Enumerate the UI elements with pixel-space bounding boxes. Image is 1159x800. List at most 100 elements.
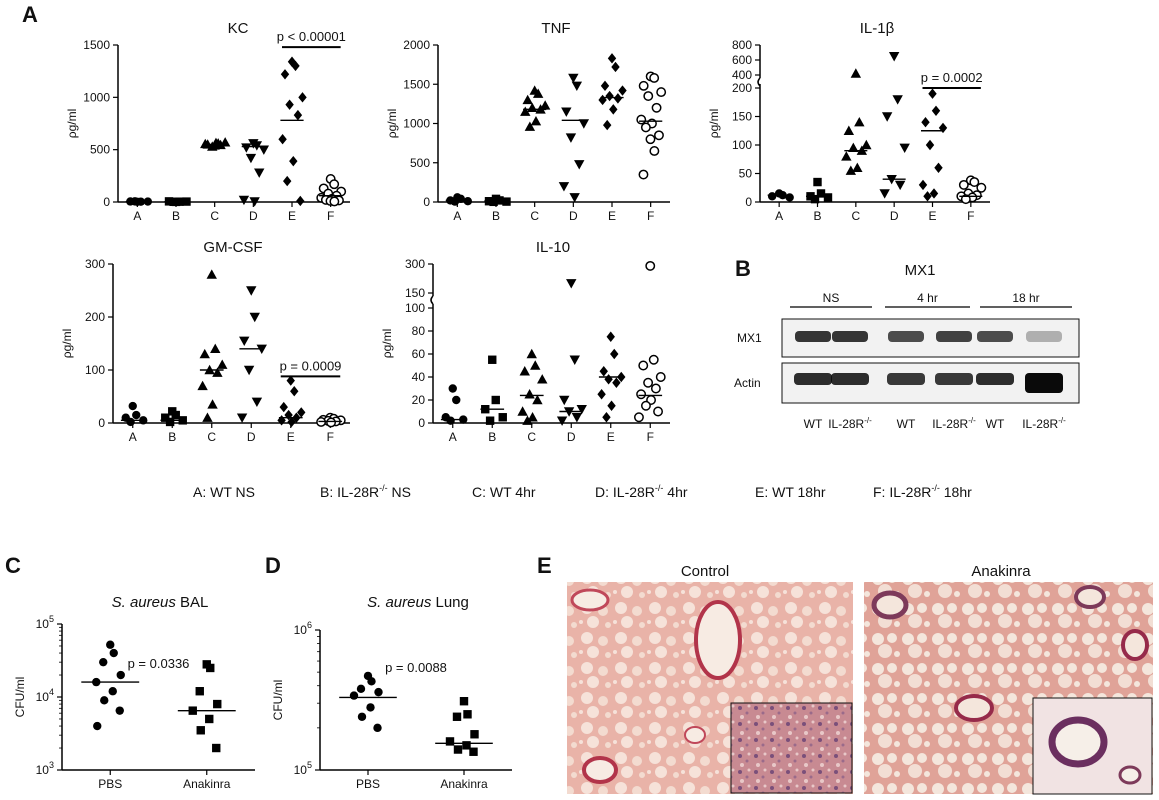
bal-y-label: CFU/ml: [13, 677, 27, 718]
tnf-chart: TNF 0 500 1000 1500 2000 ρg/ml A B C D E F: [385, 20, 670, 223]
il1b-category-label: E: [928, 209, 936, 223]
il1b-point: [850, 68, 862, 78]
tnf-point: [558, 182, 570, 192]
kc-point: [287, 56, 297, 67]
lung-y-label: CFU/ml: [271, 680, 285, 721]
western-blot: MX1 MX1 Actin NS 4 hr 18 hr WT IL-28R-/- WT IL…: [734, 262, 1080, 431]
lung-point: [445, 737, 455, 746]
kc-y-tick-label: 1000: [83, 90, 110, 104]
kc-point: [296, 195, 305, 207]
lung-y-tick-label: 106: [294, 620, 312, 637]
il1b-point: [925, 139, 935, 151]
bal-point: [100, 696, 109, 705]
lung-p-value: p = 0.0088: [385, 660, 447, 675]
tnf-point: [489, 197, 498, 207]
mx1-blot-strip: [781, 318, 1080, 358]
panel-label-d: D: [265, 553, 281, 578]
il1b-category-label: B: [813, 209, 821, 223]
il1b-point: [888, 52, 900, 62]
gmcsf-point: [199, 348, 210, 359]
il1b-point: [881, 112, 893, 122]
il10-point: [569, 355, 580, 365]
bal-point: [99, 657, 108, 667]
bal-point: [205, 714, 214, 724]
gmcsf-category-label: E: [287, 430, 295, 444]
il1b-point: [894, 180, 906, 191]
il10-break-tick-label: 150: [405, 286, 425, 300]
mx1-band: [888, 331, 924, 342]
bal-point: [109, 648, 118, 658]
actin-band: [831, 373, 869, 385]
kc-p-value: p < 0.00001: [277, 29, 346, 44]
kc-point: [278, 134, 287, 145]
gmcsf-point: [126, 417, 135, 427]
il10-point: [446, 416, 455, 425]
il10-point: [610, 348, 619, 360]
tnf-point: [605, 90, 614, 102]
il10-point: [559, 395, 570, 406]
il10-point: [606, 331, 615, 342]
tnf-point: [520, 106, 531, 116]
tnf-point: [645, 134, 656, 145]
gmcsf-point: [128, 401, 137, 411]
kc-category-label: E: [288, 209, 296, 223]
bal-point: [212, 743, 221, 753]
tnf-point: [569, 193, 580, 203]
panel-label-e: E: [537, 553, 552, 578]
kc-point: [245, 153, 257, 164]
row-label-actin: Actin: [734, 376, 761, 390]
tnf-category-label: A: [453, 209, 461, 223]
gmcsf-point: [171, 410, 180, 420]
kc-category-label: C: [210, 209, 219, 223]
tnf-y-tick-label: 1000: [403, 117, 430, 131]
il10-point: [517, 406, 528, 416]
tnf-category-label: E: [608, 209, 616, 223]
il1b-point: [958, 179, 969, 190]
kc-point: [280, 69, 290, 80]
il10-point: [650, 383, 661, 394]
il10-title: IL-10: [536, 239, 570, 256]
panel-label-a: A: [22, 2, 38, 27]
il1b-y-tick-label: 0: [745, 195, 752, 209]
il1b-point: [899, 143, 910, 154]
bal-y-tick-label: 105: [36, 614, 54, 631]
tnf-point: [654, 130, 664, 141]
inset-airway: [1048, 716, 1108, 768]
histology-images: Control Anakinra: [567, 563, 1153, 795]
il10-point: [526, 348, 537, 359]
kc-point: [329, 179, 340, 190]
il-10-chart: IL-10 150 300 0 20 40 60 80 100 ρg/ml A B C D E F: [380, 239, 670, 444]
tnf-point: [649, 73, 660, 83]
gmcsf-point: [210, 343, 221, 353]
tnf-point: [502, 197, 511, 206]
gmcsf-point: [206, 269, 217, 279]
il10-point: [527, 412, 538, 422]
actin-band: [887, 373, 925, 385]
lung-category-label: Anakinra: [440, 777, 488, 791]
kc-point: [329, 196, 340, 207]
lane-label: IL-28R-/-: [932, 416, 976, 431]
group-legend: A: WT NS B: IL-28R-/- NS C: WT 4hr D: IL-28…: [193, 483, 972, 500]
il10-point: [556, 416, 568, 426]
tnf-point: [561, 107, 572, 117]
il1b-y-tick-label: 150: [732, 110, 752, 124]
gmcsf-point: [239, 336, 250, 347]
bal-point: [116, 670, 125, 680]
il10-category-label: D: [567, 430, 576, 444]
legend-item: A: WT NS: [193, 484, 255, 500]
il10-point: [524, 389, 535, 399]
il1b-p-value: p = 0.0002: [921, 70, 983, 85]
gmcsf-point: [161, 413, 170, 422]
il1b-point: [841, 151, 852, 161]
bal-point: [196, 726, 205, 735]
panel-label-b: B: [735, 256, 751, 281]
il1b-category-label: C: [851, 209, 860, 223]
bal-cfu-chart: S. aureus BAL 103 104 105 CFU/ml PBS Anakinra p…: [13, 594, 255, 791]
il1b-point: [976, 182, 987, 193]
kc-point: [238, 195, 250, 206]
gmcsf-category-label: D: [247, 430, 256, 444]
il10-point: [645, 260, 656, 271]
gmcsf-category-label: C: [207, 430, 216, 444]
lung-title: S. aureus Lung: [367, 594, 469, 611]
